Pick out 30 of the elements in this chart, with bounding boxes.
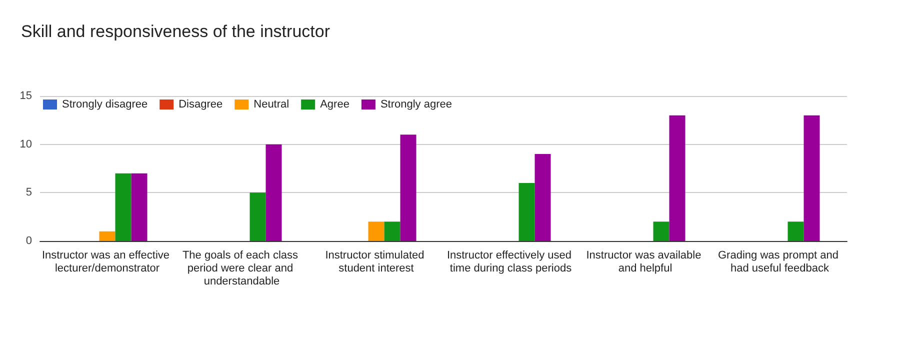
legend-label: Strongly disagree [62,98,148,110]
bar [804,115,820,241]
legend-label: Neutral [254,98,290,110]
bar [131,173,148,241]
x-tick-label: Instructor effectively used time during class periods [446,250,575,274]
x-tick-label: Instructor was available and helpful [586,250,704,274]
bar [518,183,535,241]
legend-label: Disagree [178,98,223,110]
bar [250,192,266,241]
bar [384,222,400,241]
bar [266,144,282,241]
bar [400,134,416,241]
chart-title: Skill and responsiveness of the instructor [21,22,330,41]
bar [534,154,551,241]
bar [788,222,804,241]
bar [669,115,686,241]
legend-label: Strongly agree [380,98,452,110]
x-tick-label: The goals of each class period were clear and understandable [182,250,302,288]
legend-label: Agree [320,98,350,110]
bar [99,231,116,241]
bar [368,222,384,241]
y-tick-label: 10 [20,138,32,150]
x-tick-label: Grading was prompt and had useful feedback [718,250,842,274]
bar [115,173,132,241]
x-tick-label: Instructor was an effective lecturer/demonstrator [42,250,173,274]
y-tick-label: 5 [26,186,32,199]
bar [653,222,670,241]
y-tick-label: 0 [26,235,32,247]
x-tick-label: Instructor stimulated student interest [325,250,428,274]
y-tick-label: 15 [20,90,32,102]
